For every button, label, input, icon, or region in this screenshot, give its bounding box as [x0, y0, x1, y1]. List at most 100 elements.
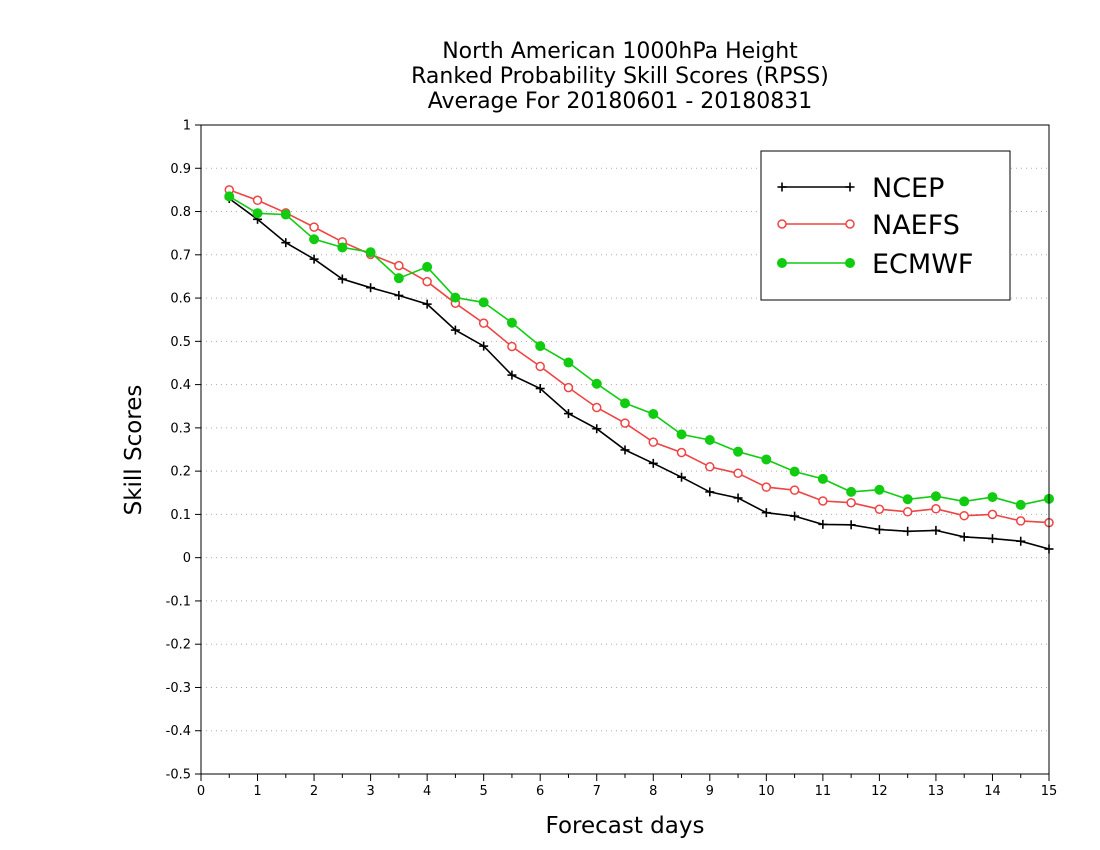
data-point-naefs — [507, 341, 517, 352]
data-point-naefs — [563, 382, 574, 393]
data-point-ecmwf — [733, 446, 744, 457]
y-axis-title: Skill Scores — [121, 385, 147, 516]
series-ecmwf — [224, 191, 1054, 510]
data-point-ncep — [309, 254, 319, 264]
x-axis-title: Forecast days — [546, 813, 705, 839]
x-tick-label: 5 — [480, 784, 488, 799]
data-point-ncep — [422, 299, 432, 309]
x-tick-label: 0 — [197, 784, 205, 799]
data-point-ncep — [366, 283, 376, 293]
data-point-ecmwf — [874, 484, 885, 495]
data-point-ecmwf — [676, 429, 687, 440]
data-point-naefs — [733, 468, 743, 479]
y-tick-label: 0.6 — [170, 292, 191, 307]
data-point-ncep — [874, 525, 884, 535]
y-tick-label: 0.5 — [170, 335, 191, 350]
data-point-ncep — [450, 325, 460, 335]
data-point-ncep — [705, 487, 715, 497]
x-tick-label: 2 — [310, 784, 318, 799]
x-tick-label: 14 — [984, 784, 1001, 799]
legend-marker-ncep — [845, 182, 855, 192]
data-point-naefs — [535, 361, 545, 372]
data-point-ecmwf — [535, 341, 546, 352]
data-point-ecmwf — [252, 208, 263, 219]
y-tick-label: 0.4 — [170, 378, 191, 393]
axis-ticks: -0.5 -0.4 -0.3 -0.2 -0.1 0 0.1 0.2 0.3 0.4 0.5 0.6 0… — [166, 119, 1058, 800]
data-point-ncep — [394, 290, 404, 300]
data-point-ecmwf — [393, 273, 404, 284]
data-point-ncep — [818, 519, 828, 529]
data-point-naefs — [818, 496, 828, 506]
data-point-naefs — [591, 402, 602, 413]
series-line-ncep — [228, 197, 1050, 550]
legend-marker-ecmwf — [777, 258, 787, 268]
data-point-naefs — [987, 509, 998, 520]
data-point-naefs — [252, 195, 263, 206]
x-tick-label: 7 — [593, 784, 601, 799]
legend-label-ecmwf: ECMWF — [872, 249, 973, 280]
x-tick-label: 6 — [536, 784, 544, 799]
data-point-ecmwf — [902, 494, 913, 505]
data-point-ecmwf — [789, 466, 800, 477]
data-point-ecmwf — [309, 234, 320, 245]
x-tick-label: 3 — [366, 784, 374, 799]
x-tick-label: 11 — [815, 784, 832, 799]
data-point-ecmwf — [620, 398, 630, 409]
legend-box — [760, 150, 1011, 301]
data-point-ncep — [761, 508, 771, 518]
data-point-naefs — [789, 485, 800, 495]
data-point-naefs — [846, 497, 856, 508]
y-tick-label: 0.7 — [170, 248, 191, 263]
title-line-3: Average For 20180601 - 20180831 — [428, 89, 813, 114]
data-point-naefs — [705, 462, 715, 472]
data-point-ncep — [592, 424, 602, 434]
data-point-naefs — [676, 447, 687, 458]
y-tick-label: 0 — [183, 551, 191, 566]
data-point-ncep — [959, 532, 969, 542]
chart-title: North American 1000hPa Height Ranked Pro… — [411, 39, 829, 114]
data-point-naefs — [761, 482, 772, 492]
legend-item-ncep: NCEP — [777, 173, 944, 204]
data-point-ncep — [281, 238, 291, 248]
data-point-ecmwf — [506, 317, 517, 328]
x-tick-label: 13 — [928, 784, 945, 799]
legend-marker-naefs — [777, 219, 787, 229]
data-point-naefs — [959, 510, 969, 521]
x-tick-label: 10 — [758, 784, 775, 799]
data-point-ecmwf — [337, 242, 348, 253]
x-tick-label: 1 — [253, 784, 261, 799]
data-point-ecmwf — [422, 261, 433, 272]
data-point-ncep — [677, 472, 687, 482]
data-point-ecmwf — [704, 434, 715, 445]
data-point-ecmwf — [1015, 499, 1026, 510]
data-point-ncep — [987, 534, 997, 544]
y-tick-label: 0.8 — [170, 205, 191, 220]
title-line-1: North American 1000hPa Height — [442, 39, 798, 64]
data-point-ecmwf — [987, 492, 998, 503]
data-point-naefs — [620, 418, 630, 428]
x-tick-label: 12 — [871, 784, 888, 799]
data-point-ncep — [479, 341, 489, 351]
data-point-ncep — [931, 525, 941, 535]
legend-marker-naefs — [845, 219, 855, 229]
data-point-naefs — [1015, 516, 1026, 526]
y-tick-label: -0.4 — [166, 724, 191, 739]
data-point-ncep — [563, 409, 573, 419]
x-tick-label: 4 — [423, 784, 431, 799]
y-tick-label: 0.2 — [170, 465, 191, 480]
data-point-ncep — [790, 511, 800, 521]
legend-item-ecmwf: ECMWF — [777, 249, 973, 280]
x-tick-label: 9 — [706, 784, 714, 799]
data-point-ecmwf — [846, 486, 857, 497]
legend-item-naefs: NAEFS — [777, 210, 960, 241]
title-line-2: Ranked Probability Skill Scores (RPSS) — [411, 64, 829, 89]
data-point-naefs — [874, 504, 885, 514]
data-point-ncep — [648, 458, 658, 468]
y-tick-label: -0.2 — [166, 638, 191, 653]
data-point-ncep — [846, 520, 856, 530]
data-point-ecmwf — [817, 473, 828, 484]
legend-marker-ncep — [777, 182, 787, 192]
data-point-naefs — [478, 318, 489, 328]
data-point-ecmwf — [930, 491, 941, 502]
